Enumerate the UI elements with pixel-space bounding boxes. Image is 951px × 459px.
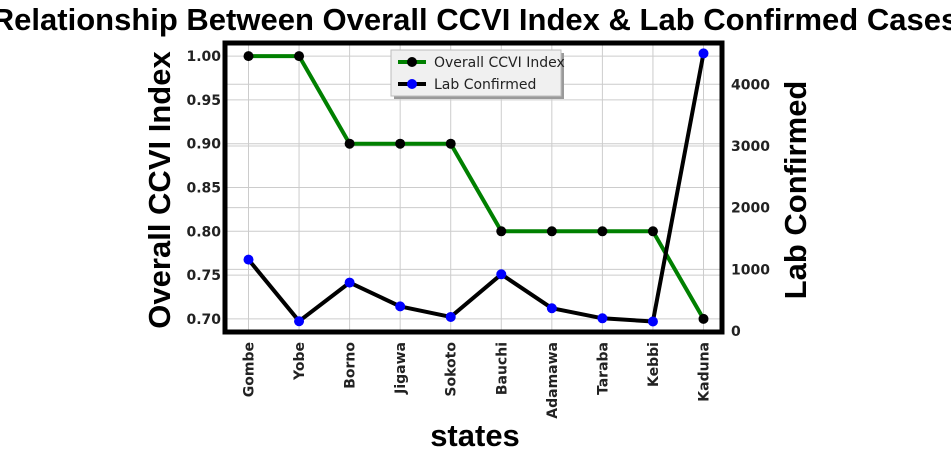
legend-ccvi-label: Overall CCVI Index: [434, 55, 565, 71]
x-tick-label: Sokoto: [444, 342, 460, 397]
axis-ticks: Gombe Yobe Borno Jigawa Sokoto Bauchi Adamawa T…: [186, 49, 770, 419]
y-tick-label-left: 0.85: [186, 181, 221, 197]
series-ccvi: [243, 51, 709, 324]
x-tick-label: Jigawa: [393, 342, 409, 395]
x-tick-label: Borno: [343, 342, 359, 389]
left-axis-title: Overall CCVI Index: [142, 51, 177, 329]
ccvi-point: [546, 226, 557, 237]
x-tick-label: Taraba: [595, 342, 611, 395]
ccvi-point: [395, 138, 406, 149]
x-tick-label: Kebbi: [646, 342, 662, 387]
series-lab-confirmed: [243, 48, 709, 327]
y-tick-label-left: 1.00: [186, 49, 221, 65]
lab-confirmed-point: [243, 254, 254, 265]
y-tick-label-right: 4000: [731, 77, 770, 93]
y-tick-label-left: 0.95: [186, 93, 221, 109]
lab-confirmed-point: [496, 269, 507, 280]
ccvi-point: [344, 138, 355, 149]
y-tick-label-right: 0: [731, 324, 741, 340]
ccvi-point: [243, 51, 254, 62]
right-axis-title: Lab Confirmed: [778, 81, 813, 300]
y-tick-label-right: 3000: [731, 139, 770, 155]
y-tick-label-left: 0.75: [186, 268, 221, 284]
x-tick-label: Bauchi: [494, 342, 510, 395]
x-tick-label: Adamawa: [545, 342, 561, 419]
plot-frame: [222, 40, 725, 335]
ccvi-point: [698, 313, 709, 324]
legend-lab-label: Lab Confirmed: [434, 77, 536, 93]
x-tick-label: Kaduna: [697, 342, 713, 402]
y-tick-label-right: 1000: [731, 262, 770, 278]
ccvi-line: [248, 54, 706, 320]
ccvi-point: [496, 226, 507, 237]
lab-confirmed-point: [546, 303, 557, 314]
x-tick-label: Yobe: [292, 342, 308, 381]
lab-confirmed-point: [445, 311, 456, 322]
x-axis-title: states: [430, 418, 520, 453]
ccvi-point: [597, 226, 608, 237]
chart-title: Relationship Between Overall CCVI Index …: [0, 2, 951, 37]
legend-ccvi-marker: [407, 57, 417, 67]
legend-lab-marker: [407, 79, 417, 89]
y-tick-label-left: 0.70: [186, 312, 221, 328]
y-tick-label-right: 2000: [731, 201, 770, 217]
y-tick-label-left: 0.80: [186, 224, 221, 240]
ccvi-point: [445, 138, 456, 149]
legend: Overall CCVI Index Lab Confirmed: [390, 49, 565, 99]
lab-confirmed-point: [597, 313, 608, 324]
lab-confirmed-point: [294, 316, 305, 327]
lab-confirmed-point: [395, 301, 406, 312]
ccvi-point: [647, 226, 658, 237]
lab-confirmed-point: [344, 277, 355, 288]
y-tick-label-left: 0.90: [186, 137, 221, 153]
x-tick-label: Gombe: [242, 342, 258, 397]
lab-confirmed-point: [698, 48, 709, 59]
legend-box: [390, 49, 562, 97]
lab-confirmed-line: [246, 53, 706, 324]
ccvi-point: [294, 51, 305, 62]
lab-confirmed-point: [647, 316, 658, 327]
